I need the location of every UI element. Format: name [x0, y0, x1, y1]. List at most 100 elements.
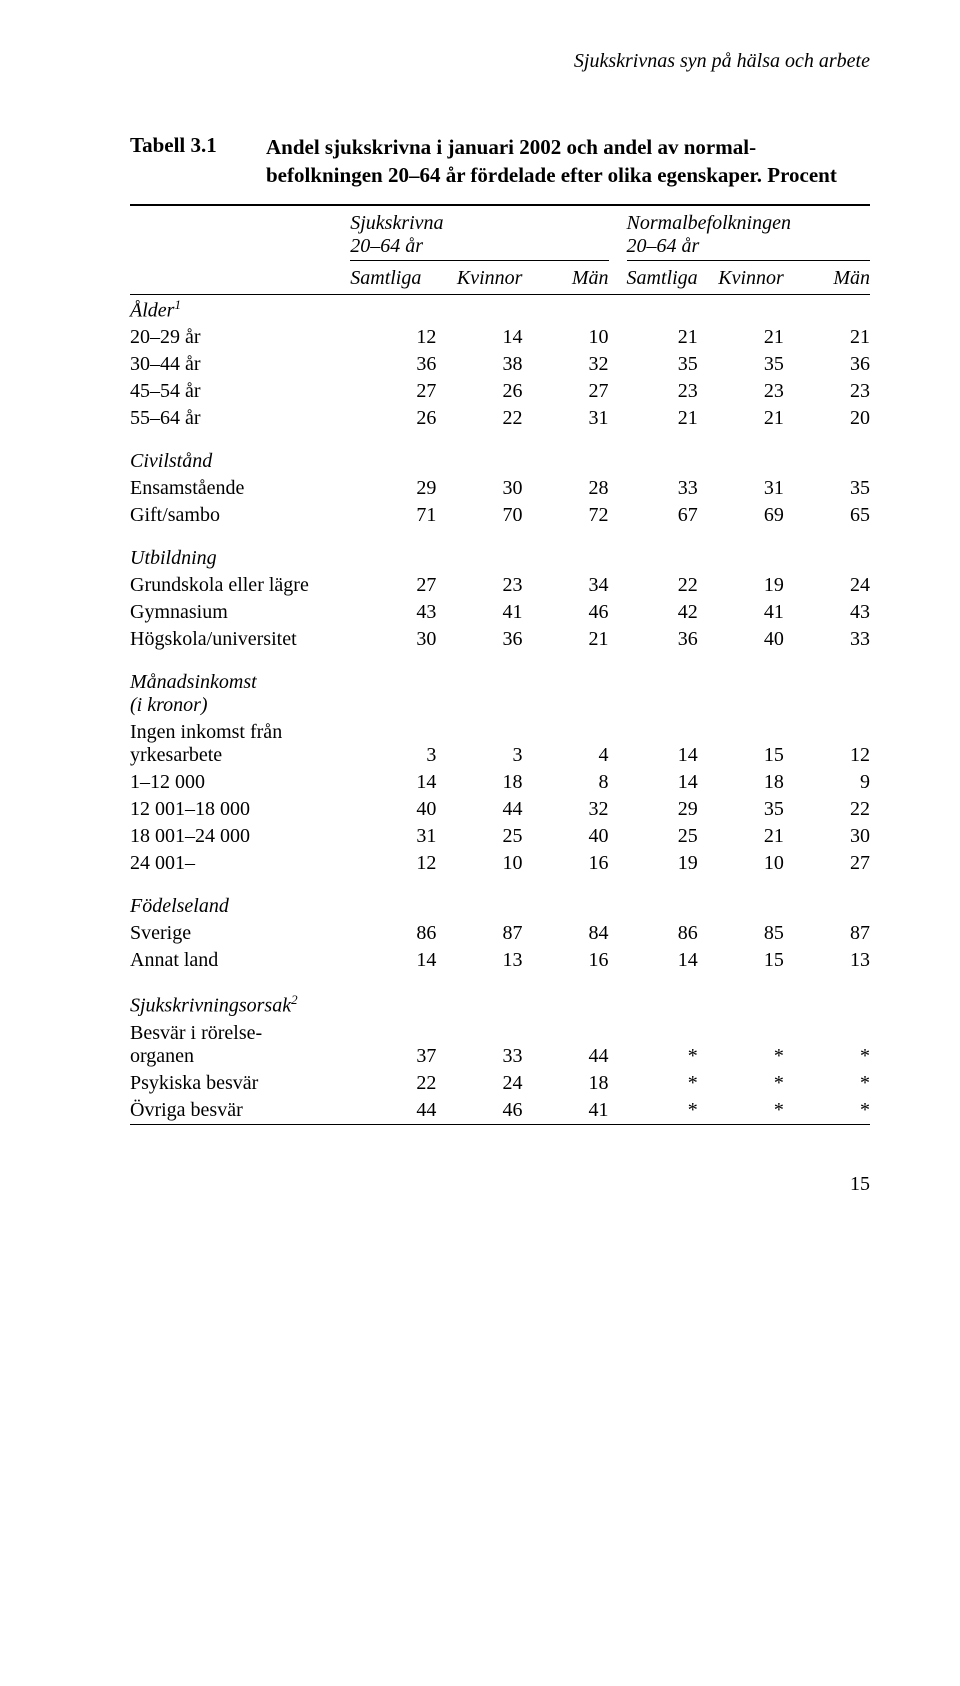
cell: 21: [522, 626, 608, 653]
cell: 12: [784, 719, 870, 769]
cell: *: [784, 1097, 870, 1125]
row-label: organen: [130, 1045, 194, 1067]
cell: *: [698, 1020, 784, 1070]
col-man-r: Män: [784, 263, 870, 295]
section-title-row: Ålder1: [130, 294, 870, 324]
col-samtliga-r: Samtliga: [609, 263, 698, 295]
row-label: Annat land: [130, 947, 350, 974]
table-row: Övriga besvär 44 46 41 * * *: [130, 1097, 870, 1125]
table-row: Gymnasium 43 41 46 42 41 43: [130, 599, 870, 626]
table-row: Ensamstående 29 30 28 33 31 35: [130, 475, 870, 502]
table-row: 30–44 år 36 38 32 35 35 36: [130, 351, 870, 378]
cell: 40: [698, 626, 784, 653]
footnote-ref-2: 2: [291, 992, 298, 1007]
cell: 12: [350, 324, 436, 351]
section-title-row: Månadsinkomst (i kronor): [130, 653, 870, 719]
row-label: yrkesarbete: [130, 744, 222, 766]
cell: 21: [698, 823, 784, 850]
cell: 31: [522, 405, 608, 432]
cell: 23: [784, 378, 870, 405]
table-row: 1–12 000 14 18 8 14 18 9: [130, 769, 870, 796]
col-kvinnor-r: Kvinnor: [698, 263, 784, 295]
cell: 14: [609, 947, 698, 974]
cell: 35: [698, 351, 784, 378]
cell: 29: [609, 796, 698, 823]
caption-label: Tabell 3.1: [130, 133, 266, 158]
row-label: Sverige: [130, 920, 350, 947]
cell: 10: [436, 850, 522, 877]
cell: 65: [784, 502, 870, 529]
cell: 28: [522, 475, 608, 502]
cell: 23: [436, 572, 522, 599]
cell: 43: [350, 599, 436, 626]
cell: 14: [609, 719, 698, 769]
cell: 40: [522, 823, 608, 850]
row-label: 45–54 år: [130, 378, 350, 405]
section-inkomst-title-2: (i kronor): [130, 694, 208, 716]
cell: 84: [522, 920, 608, 947]
row-label: Psykiska besvär: [130, 1070, 350, 1097]
cell: 22: [609, 572, 698, 599]
cell: 30: [350, 626, 436, 653]
row-label: Ingen inkomst från: [130, 721, 282, 743]
cell: 27: [522, 378, 608, 405]
row-label: 12 001–18 000: [130, 796, 350, 823]
table-row: 45–54 år 27 26 27 23 23 23: [130, 378, 870, 405]
page-number: 15: [130, 1173, 870, 1196]
cell: 31: [350, 823, 436, 850]
cell: 32: [522, 351, 608, 378]
cell: 35: [698, 796, 784, 823]
cell: 21: [609, 324, 698, 351]
section-civilstand-title: Civilstånd: [130, 432, 350, 475]
table-row: Grundskola eller lägre 27 23 34 22 19 24: [130, 572, 870, 599]
cell: 10: [698, 850, 784, 877]
cell: 85: [698, 920, 784, 947]
row-label: Grundskola eller lägre: [130, 572, 350, 599]
cell: 67: [609, 502, 698, 529]
cell: 36: [609, 626, 698, 653]
cell: 3: [436, 719, 522, 769]
cell: 30: [784, 823, 870, 850]
table-row: Psykiska besvär 22 24 18 * * *: [130, 1070, 870, 1097]
section-utbildning-title: Utbildning: [130, 529, 350, 572]
row-label: Ensamstående: [130, 475, 350, 502]
cell: *: [609, 1020, 698, 1070]
table-row: Besvär i rörelse- organen 37 33 44 * * *: [130, 1020, 870, 1070]
cell: 19: [609, 850, 698, 877]
cell: 87: [784, 920, 870, 947]
table-row: 12 001–18 000 40 44 32 29 35 22: [130, 796, 870, 823]
cell: 25: [436, 823, 522, 850]
section-alder-title: Ålder: [130, 299, 174, 321]
table-row: Högskola/universitet 30 36 21 36 40 33: [130, 626, 870, 653]
cell: 44: [350, 1097, 436, 1125]
table-row: 18 001–24 000 31 25 40 25 21 30: [130, 823, 870, 850]
cell: 33: [609, 475, 698, 502]
cell: 9: [784, 769, 870, 796]
cell: 14: [609, 769, 698, 796]
col-group-right-sub: 20–64 år: [627, 235, 700, 257]
cell: 35: [784, 475, 870, 502]
cell: 86: [350, 920, 436, 947]
row-label: Gift/sambo: [130, 502, 350, 529]
cell: 33: [784, 626, 870, 653]
section-fodelseland-title: Födelseland: [130, 877, 350, 920]
cell: 10: [522, 324, 608, 351]
table-row: Sverige 86 87 84 86 85 87: [130, 920, 870, 947]
cell: 14: [436, 324, 522, 351]
cell: *: [698, 1097, 784, 1125]
cell: 24: [436, 1070, 522, 1097]
cell: 19: [698, 572, 784, 599]
cell: 8: [522, 769, 608, 796]
bottom-rule: [130, 1125, 870, 1126]
cell: 22: [436, 405, 522, 432]
cell: 26: [350, 405, 436, 432]
caption-text: Andel sjukskrivna i januari 2002 och and…: [266, 133, 870, 190]
col-man-l: Män: [522, 263, 608, 295]
cell: 15: [698, 947, 784, 974]
cell: 12: [350, 850, 436, 877]
cell: *: [698, 1070, 784, 1097]
cell: 46: [436, 1097, 522, 1125]
cell: 21: [784, 324, 870, 351]
cell: 3: [350, 719, 436, 769]
cell: 40: [350, 796, 436, 823]
